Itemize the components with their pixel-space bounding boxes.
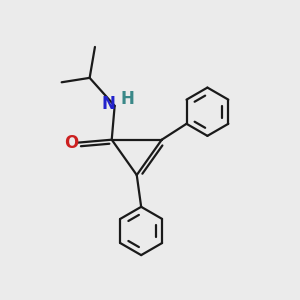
Text: O: O: [64, 134, 79, 152]
Text: N: N: [101, 95, 115, 113]
Text: H: H: [120, 90, 134, 108]
